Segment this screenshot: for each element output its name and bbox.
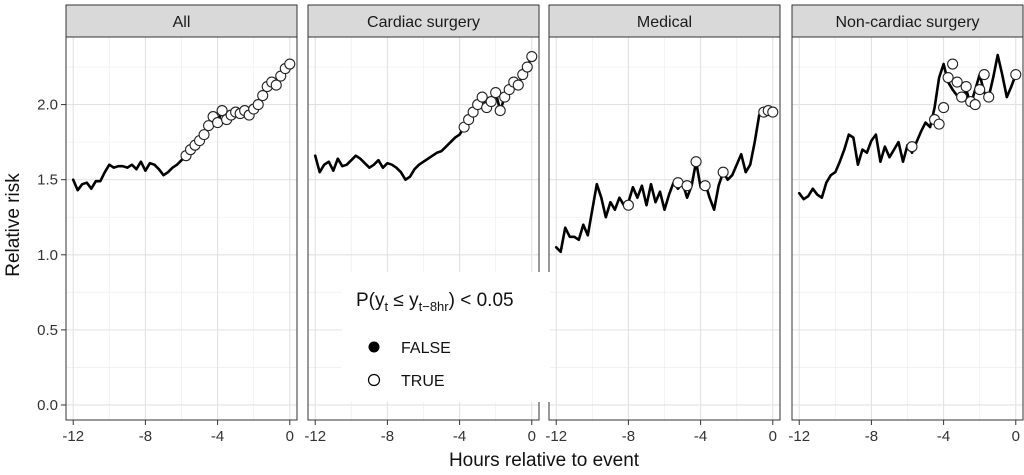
data-point-true <box>717 166 729 178</box>
x-tick-label: -4 <box>453 428 466 445</box>
panel-border <box>791 36 1024 421</box>
x-tick-label: -8 <box>622 428 635 445</box>
x-tick-label: -4 <box>211 428 224 445</box>
data-point-true <box>622 199 634 211</box>
x-tick-label: -12 <box>304 428 326 445</box>
data-point-true <box>938 102 950 114</box>
panel-title: Non-cardiac surgery <box>835 14 979 31</box>
x-tick-label: 0 <box>1012 428 1020 445</box>
y-tick-label: 1.0 <box>37 247 58 264</box>
data-point-true <box>198 129 210 141</box>
data-point-true <box>933 118 945 130</box>
panel-strip <box>65 4 298 38</box>
panel-border <box>65 36 298 421</box>
legend: P(yt ≤ yt−8hr) < 0.05 FALSE TRUE <box>342 272 550 402</box>
x-tick-label: -4 <box>694 428 707 445</box>
legend-item-false: FALSE <box>401 340 451 357</box>
data-point-true <box>951 76 963 88</box>
x-tick-label: -8 <box>381 428 394 445</box>
data-point-true <box>526 50 538 63</box>
data-point-true <box>252 99 264 111</box>
data-point-true <box>494 105 506 117</box>
data-point-true <box>942 72 954 84</box>
data-point-true <box>216 105 228 117</box>
legend-title-tail: ) < 0.05 <box>449 290 514 311</box>
x-tick-label: -12 <box>62 428 84 445</box>
legend-title-sub-t: t <box>385 299 389 314</box>
data-point-true <box>476 91 488 103</box>
panel-strip <box>307 4 540 38</box>
data-point-true <box>699 180 711 192</box>
legend-title-lead: P(y <box>356 290 385 311</box>
data-point-true <box>490 87 502 99</box>
data-point-true <box>270 79 282 91</box>
series-line <box>554 109 775 254</box>
data-point-true <box>521 61 533 73</box>
x-axis-title: Hours relative to event <box>449 450 640 470</box>
data-point-true <box>681 180 693 192</box>
data-point-true <box>257 90 269 102</box>
x-tick-label: -8 <box>865 428 878 445</box>
data-point-true <box>906 141 918 153</box>
data-point-true <box>978 68 990 81</box>
legend-item-true: TRUE <box>401 373 445 390</box>
x-tick-label: -4 <box>937 428 950 445</box>
y-tick-label: 2.0 <box>37 97 58 114</box>
legend-title-sub-lag: t−8hr <box>419 299 450 314</box>
legend-filled-circle-marker <box>368 341 380 353</box>
data-point-true <box>960 81 972 93</box>
data-point-true <box>1010 68 1022 81</box>
data-point-true <box>969 99 981 111</box>
data-point-true <box>767 106 779 118</box>
data-point-true <box>974 84 986 96</box>
x-tick-label: 0 <box>769 428 777 445</box>
y-axis-title: Relative risk <box>3 173 24 277</box>
panel-border <box>307 36 540 421</box>
legend-title-rel: ≤ y <box>388 290 419 311</box>
x-tick-label: 0 <box>286 428 294 445</box>
legend-title: P(yt ≤ yt−8hr) < 0.05 <box>356 290 514 314</box>
y-axis: 0.0 0.5 1.0 1.5 2.0 <box>37 97 66 414</box>
panel-non-cardiac-surgery: Non-cardiac surgery -12 -8 -4 0 <box>788 4 1024 445</box>
data-point-true <box>983 91 995 103</box>
y-tick-label: 1.5 <box>37 172 58 189</box>
y-tick-label: 0.0 <box>37 397 58 414</box>
data-point-true <box>512 79 524 91</box>
x-tick-label: -8 <box>139 428 152 445</box>
x-tick-label: -12 <box>545 428 567 445</box>
data-point-true <box>947 58 959 70</box>
y-tick-label: 0.5 <box>37 322 58 339</box>
legend-open-circle-marker <box>367 373 381 387</box>
x-tick-label: -12 <box>788 428 810 445</box>
panel-title: Cardiac surgery <box>367 14 480 31</box>
panel-title: Medical <box>637 14 692 31</box>
data-point-true <box>690 156 702 168</box>
panel-border <box>548 36 781 421</box>
x-tick-label: 0 <box>528 428 536 445</box>
data-point-true <box>284 58 296 70</box>
panel-title: All <box>173 14 191 31</box>
panel-all: All -12 -8 -4 0 <box>62 4 298 445</box>
data-point-true <box>956 91 968 103</box>
panel-medical: Medical -12 -8 -4 0 <box>545 4 781 445</box>
data-point-true <box>485 96 497 108</box>
